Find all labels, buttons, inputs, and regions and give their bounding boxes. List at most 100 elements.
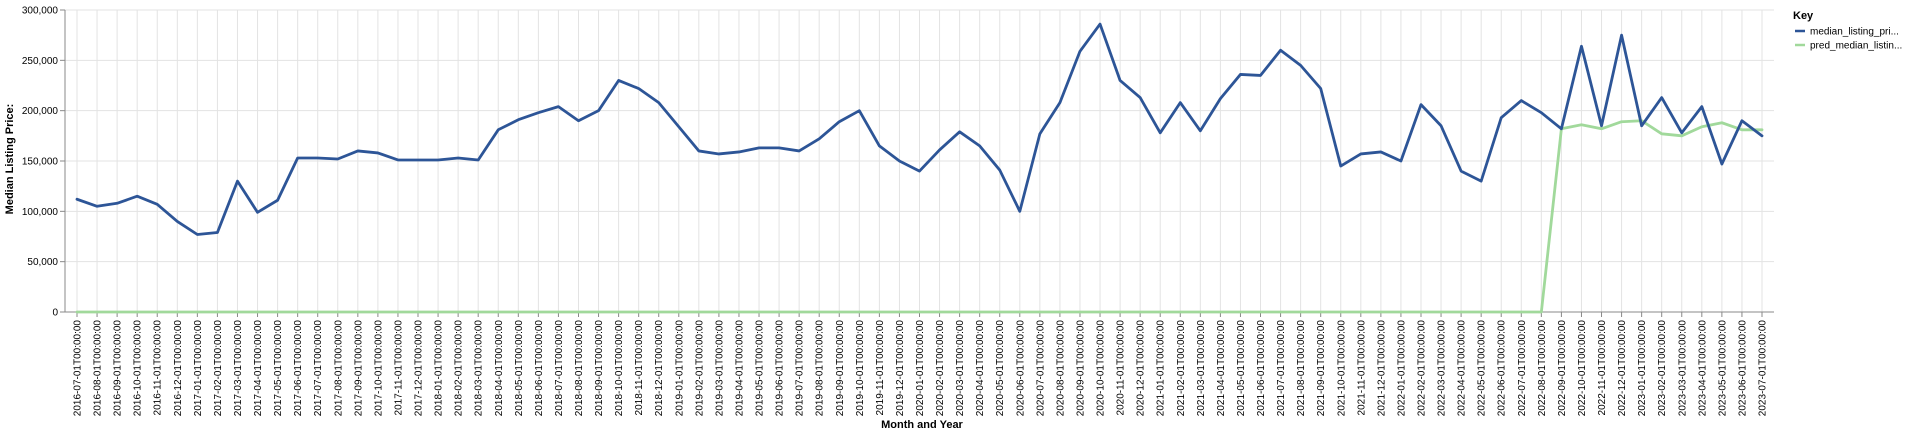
x-tick-label: 2019-11-01T00:00:00 — [875, 320, 886, 416]
x-tick-label: 2020-02-01T00:00:00 — [935, 320, 946, 417]
x-tick-label: 2022-08-01T00:00:00 — [1537, 320, 1548, 417]
y-axis-title: Median Listing Price: — [4, 104, 16, 215]
x-tick-label: 2022-09-01T00:00:00 — [1557, 320, 1568, 417]
x-tick-label: 2023-01-01T00:00:00 — [1637, 320, 1648, 417]
x-tick-label: 2019-12-01T00:00:00 — [895, 320, 906, 417]
x-tick-label: 2021-06-01T00:00:00 — [1256, 320, 1267, 417]
x-tick-label: 2022-10-01T00:00:00 — [1577, 320, 1588, 417]
legend-label: pred_median_listin... — [1810, 41, 1902, 52]
x-tick-label: 2022-07-01T00:00:00 — [1517, 320, 1528, 417]
x-tick-label: 2019-04-01T00:00:00 — [734, 320, 745, 417]
y-tick-label: 250,000 — [22, 56, 59, 67]
series-line-median-listing-pri — [75, 22, 1764, 236]
x-tick-label: 2018-05-01T00:00:00 — [514, 320, 525, 417]
x-tick-label: 2016-10-01T00:00:00 — [133, 320, 144, 417]
x-tick-label: 2020-04-01T00:00:00 — [975, 320, 986, 417]
x-tick-label: 2016-09-01T00:00:00 — [113, 320, 124, 417]
x-tick-label: 2017-05-01T00:00:00 — [273, 320, 284, 417]
axes: 0 50,000 100,000 150,000 200,000 250,000 300,0… — [22, 6, 1774, 417]
series-line-pred-median-listin — [75, 119, 1764, 314]
x-tick-label: 2017-04-01T00:00:00 — [253, 320, 264, 417]
x-tick-label: 2022-02-01T00:00:00 — [1416, 320, 1427, 417]
x-tick-label: 2019-01-01T00:00:00 — [674, 320, 685, 417]
x-tick-label: 2017-09-01T00:00:00 — [353, 320, 364, 417]
y-tick-label: 150,000 — [22, 157, 59, 168]
x-tick-label: 2020-12-01T00:00:00 — [1136, 320, 1147, 417]
x-tick-label: 2016-07-01T00:00:00 — [73, 320, 84, 417]
x-tick-label: 2018-12-01T00:00:00 — [654, 320, 665, 417]
x-tick-label: 2021-05-01T00:00:00 — [1236, 320, 1247, 417]
x-tick-label: 2021-03-01T00:00:00 — [1196, 320, 1207, 417]
x-tick-label: 2018-09-01T00:00:00 — [594, 320, 605, 417]
x-tick-label: 2018-04-01T00:00:00 — [494, 320, 505, 417]
x-tick-label: 2016-11-01T00:00:00 — [153, 320, 164, 416]
series-lines — [75, 22, 1764, 314]
x-tick-label: 2017-12-01T00:00:00 — [414, 320, 425, 417]
x-tick-label: 2020-11-01T00:00:00 — [1116, 320, 1127, 416]
x-tick-label: 2018-11-01T00:00:00 — [634, 320, 645, 416]
x-tick-label: 2018-07-01T00:00:00 — [554, 320, 565, 417]
x-tick-label: 2020-07-01T00:00:00 — [1035, 320, 1046, 417]
x-tick-label: 2018-08-01T00:00:00 — [574, 320, 585, 417]
x-tick-label: 2022-04-01T00:00:00 — [1457, 320, 1468, 417]
legend: Key median_listing_pri... pred_median_lis… — [1793, 10, 1902, 52]
x-tick-label: 2022-06-01T00:00:00 — [1497, 320, 1508, 417]
x-tick-label: 2021-09-01T00:00:00 — [1316, 320, 1327, 417]
x-tick-label: 2019-08-01T00:00:00 — [815, 320, 826, 417]
x-tick-label: 2020-05-01T00:00:00 — [995, 320, 1006, 417]
x-tick-label: 2020-06-01T00:00:00 — [1015, 320, 1026, 417]
x-tick-label: 2021-08-01T00:00:00 — [1296, 320, 1307, 417]
x-tick-label: 2020-01-01T00:00:00 — [915, 320, 926, 417]
y-tick-label: 0 — [52, 308, 58, 319]
x-tick-label: 2017-11-01T00:00:00 — [393, 320, 404, 416]
x-tick-label: 2018-02-01T00:00:00 — [454, 320, 465, 417]
x-tick-label: 2019-03-01T00:00:00 — [714, 320, 725, 417]
x-tick-label: 2016-08-01T00:00:00 — [93, 320, 104, 417]
x-tick-label: 2018-03-01T00:00:00 — [474, 320, 485, 417]
y-tick-label: 300,000 — [22, 6, 59, 17]
x-tick-label: 2022-03-01T00:00:00 — [1437, 320, 1448, 417]
x-tick-label: 2020-09-01T00:00:00 — [1075, 320, 1086, 417]
x-tick-label: 2017-02-01T00:00:00 — [213, 320, 224, 417]
x-axis-title: Month and Year — [881, 419, 963, 431]
x-tick-label: 2020-03-01T00:00:00 — [955, 320, 966, 417]
x-tick-label: 2019-05-01T00:00:00 — [755, 320, 766, 417]
x-tick-label: 2022-05-01T00:00:00 — [1477, 320, 1488, 417]
x-tick-label: 2017-08-01T00:00:00 — [333, 320, 344, 417]
x-tick-label: 2019-10-01T00:00:00 — [855, 320, 866, 417]
x-tick-label: 2022-01-01T00:00:00 — [1396, 320, 1407, 417]
x-tick-label: 2021-11-01T00:00:00 — [1356, 320, 1367, 416]
x-tick-label: 2023-06-01T00:00:00 — [1737, 320, 1748, 417]
legend-items: median_listing_pri... pred_median_listin.… — [1795, 27, 1902, 52]
x-tick-label: 2021-04-01T00:00:00 — [1216, 320, 1227, 417]
x-tick-label: 2020-10-01T00:00:00 — [1096, 320, 1107, 417]
x-tick-label: 2021-07-01T00:00:00 — [1276, 320, 1287, 417]
x-tick-label: 2017-03-01T00:00:00 — [233, 320, 244, 417]
x-tick-label: 2018-01-01T00:00:00 — [434, 320, 445, 417]
x-tick-label: 2023-07-01T00:00:00 — [1758, 320, 1769, 417]
x-tick-label: 2020-08-01T00:00:00 — [1055, 320, 1066, 417]
x-tick-label: 2021-10-01T00:00:00 — [1336, 320, 1347, 417]
x-tick-label: 2019-09-01T00:00:00 — [835, 320, 846, 417]
x-tick-label: 2023-02-01T00:00:00 — [1657, 320, 1668, 417]
gridlines — [65, 9, 1774, 313]
x-tick-label: 2016-12-01T00:00:00 — [173, 320, 184, 417]
x-tick-label: 2018-06-01T00:00:00 — [534, 320, 545, 417]
legend-title: Key — [1793, 10, 1814, 22]
legend-label: median_listing_pri... — [1810, 27, 1899, 38]
x-tick-label: 2018-10-01T00:00:00 — [614, 320, 625, 417]
y-tick-label: 100,000 — [22, 207, 59, 218]
x-tick-label: 2021-01-01T00:00:00 — [1156, 320, 1167, 417]
x-tick-label: 2017-06-01T00:00:00 — [293, 320, 304, 417]
x-tick-label: 2022-12-01T00:00:00 — [1617, 320, 1628, 417]
x-tick-label: 2023-03-01T00:00:00 — [1677, 320, 1688, 417]
x-tick-label: 2021-02-01T00:00:00 — [1176, 320, 1187, 417]
x-tick-label: 2019-02-01T00:00:00 — [694, 320, 705, 417]
x-tick-label: 2021-12-01T00:00:00 — [1376, 320, 1387, 417]
x-tick-label: 2019-06-01T00:00:00 — [775, 320, 786, 417]
y-tick-label: 200,000 — [22, 106, 59, 117]
x-tick-label: 2017-01-01T00:00:00 — [193, 320, 204, 417]
x-tick-label: 2022-11-01T00:00:00 — [1597, 320, 1608, 416]
